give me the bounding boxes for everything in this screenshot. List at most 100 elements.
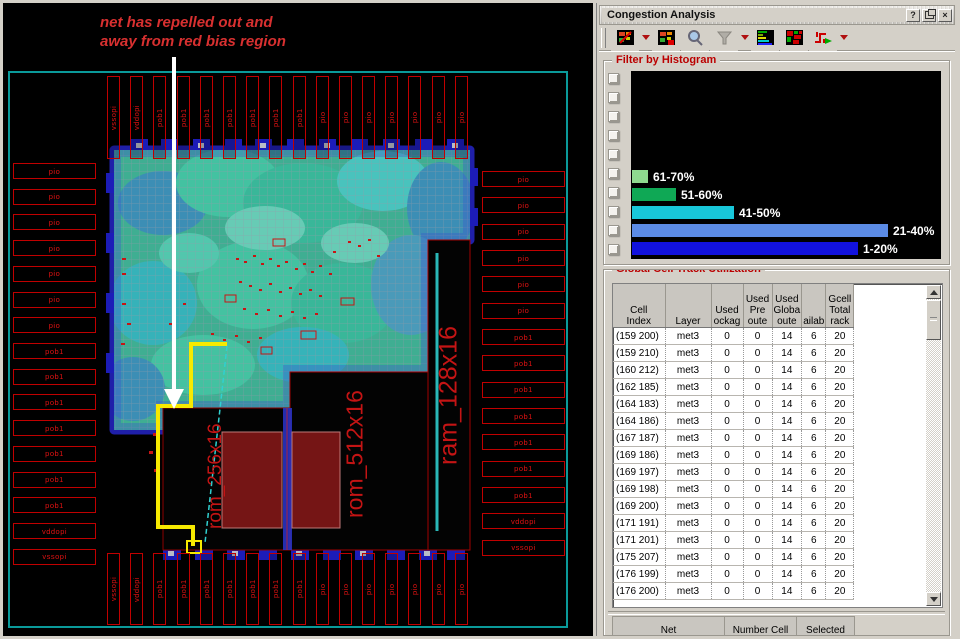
pad-cell[interactable]: pob1	[153, 76, 167, 159]
cell-index[interactable]: (171 191)	[613, 514, 666, 532]
table-row[interactable]: (176 200) met3 0 0 14 6 20	[613, 582, 855, 600]
cell-index[interactable]: (162 185)	[613, 378, 666, 396]
cell-layer[interactable]: met3	[665, 514, 712, 532]
cell-total-track[interactable]: 20	[825, 514, 855, 532]
pad-cell[interactable]: pio	[338, 76, 352, 159]
cell-available[interactable]: 6	[801, 480, 827, 498]
pad-cell[interactable]: pio	[385, 76, 399, 159]
cell-total-track[interactable]: 20	[825, 497, 855, 515]
cell-index[interactable]: (176 199)	[613, 565, 666, 583]
cell-used-globalroute[interactable]: 14	[772, 412, 803, 430]
cell-available[interactable]: 6	[801, 378, 827, 396]
cell-total-track[interactable]: 20	[825, 395, 855, 413]
pad-cell[interactable]: vddopi	[130, 76, 144, 159]
congestion-map-save-button[interactable]	[652, 24, 680, 51]
column-header[interactable]: Layer	[665, 284, 712, 328]
cell-used-blockage[interactable]: 0	[711, 344, 744, 362]
cell-available[interactable]: 6	[801, 497, 827, 515]
pad-cell[interactable]: pio	[362, 553, 376, 625]
pad-cell[interactable]: pio	[482, 276, 565, 293]
cell-used-globalroute[interactable]: 14	[772, 514, 803, 532]
pad-cell[interactable]: vddopi	[13, 523, 96, 540]
layout-canvas[interactable]: net has repelled out and away from red b…	[3, 3, 593, 636]
cell-used-blockage[interactable]: 0	[711, 327, 744, 345]
cell-used-globalroute[interactable]: 14	[772, 565, 803, 583]
pad-cell[interactable]: pob1	[13, 394, 96, 411]
column-header[interactable]: Used Pre oute	[743, 284, 773, 328]
cell-used-globalroute[interactable]: 14	[772, 497, 803, 515]
pad-cell[interactable]: pob1	[269, 553, 283, 625]
cell-total-track[interactable]: 20	[825, 582, 855, 600]
cell-total-track[interactable]: 20	[825, 548, 855, 566]
bin-checkbox[interactable]	[608, 168, 619, 179]
cell-used-preroute[interactable]: 0	[743, 582, 773, 600]
toolbar-handle[interactable]	[601, 27, 606, 48]
filter-button[interactable]	[710, 24, 738, 51]
cell-available[interactable]: 6	[801, 395, 827, 413]
cell-total-track[interactable]: 20	[825, 361, 855, 379]
cell-available[interactable]: 6	[801, 548, 827, 566]
cell-index[interactable]: (164 183)	[613, 395, 666, 413]
cell-available[interactable]: 6	[801, 514, 827, 532]
pad-cell[interactable]: pio	[315, 76, 329, 159]
histogram-bar-row[interactable]: 21-40%	[632, 224, 940, 238]
table-row[interactable]: (159 200) met3 0 0 14 6 20	[613, 327, 855, 345]
cell-used-blockage[interactable]: 0	[711, 395, 744, 413]
pad-cell[interactable]: pio	[13, 214, 96, 231]
close-button[interactable]: ×	[938, 8, 952, 22]
cell-used-blockage[interactable]: 0	[711, 463, 744, 481]
bin-checkbox[interactable]	[608, 187, 619, 198]
pad-cell[interactable]: pob1	[482, 381, 565, 398]
column-header[interactable]: ailab	[801, 284, 827, 328]
cell-used-blockage[interactable]: 0	[711, 480, 744, 498]
cell-used-blockage[interactable]: 0	[711, 531, 744, 549]
cell-layer[interactable]: met3	[665, 412, 712, 430]
column-header[interactable]: Cell Index	[613, 284, 666, 328]
cell-used-blockage[interactable]: 0	[711, 514, 744, 532]
pad-cell[interactable]: vssopi	[107, 553, 120, 625]
utilization-map-button[interactable]	[780, 24, 808, 51]
histogram-bar-row[interactable]: 51-60%	[632, 188, 940, 202]
pad-cell[interactable]: pio	[13, 240, 96, 257]
table-row[interactable]: (171 201) met3 0 0 14 6 20	[613, 531, 855, 549]
cell-used-preroute[interactable]: 0	[743, 395, 773, 413]
table-row[interactable]: (169 200) met3 0 0 14 6 20	[613, 497, 855, 515]
cell-layer[interactable]: met3	[665, 497, 712, 515]
column-header[interactable]: Used Globa oute	[772, 284, 803, 328]
pad-cell[interactable]: pio	[315, 553, 329, 625]
cell-layer[interactable]: met3	[665, 446, 712, 464]
cell-used-preroute[interactable]: 0	[743, 446, 773, 464]
macro-label-ram-128x16[interactable]: ram_128x16	[434, 326, 463, 466]
cell-index[interactable]: (176 200)	[613, 582, 666, 600]
cell-used-blockage[interactable]: 0	[711, 548, 744, 566]
cell-layer[interactable]: met3	[665, 327, 712, 345]
cell-total-track[interactable]: 20	[825, 480, 855, 498]
cell-used-globalroute[interactable]: 14	[772, 548, 803, 566]
table-row[interactable]: (169 197) met3 0 0 14 6 20	[613, 463, 855, 481]
cell-used-globalroute[interactable]: 14	[772, 429, 803, 447]
cell-available[interactable]: 6	[801, 582, 827, 600]
table-row[interactable]: (162 185) met3 0 0 14 6 20	[613, 378, 855, 396]
cell-used-preroute[interactable]: 0	[743, 514, 773, 532]
pad-cell[interactable]: pob1	[482, 408, 565, 425]
cell-used-globalroute[interactable]: 14	[772, 582, 803, 600]
cell-used-blockage[interactable]: 0	[711, 497, 744, 515]
bin-checkbox[interactable]	[608, 92, 619, 103]
pad-cell[interactable]: pio	[13, 265, 96, 282]
cell-available[interactable]: 6	[801, 565, 827, 583]
pad-cell[interactable]: pio	[431, 76, 445, 159]
macro-label-rom-256x16[interactable]: rom_256x16	[205, 423, 226, 529]
cell-used-globalroute[interactable]: 14	[772, 531, 803, 549]
vertical-scrollbar[interactable]	[926, 285, 941, 606]
cell-used-blockage[interactable]: 0	[711, 412, 744, 430]
pad-cell[interactable]: pob1	[482, 355, 565, 372]
cell-layer[interactable]: met3	[665, 565, 712, 583]
net-column-header[interactable]: Net	[612, 616, 725, 635]
cell-total-track[interactable]: 20	[825, 531, 855, 549]
table-row[interactable]: (169 186) met3 0 0 14 6 20	[613, 446, 855, 464]
pad-cell[interactable]: pio	[482, 223, 565, 240]
cell-available[interactable]: 6	[801, 327, 827, 345]
cell-available[interactable]: 6	[801, 361, 827, 379]
cell-index[interactable]: (169 198)	[613, 480, 666, 498]
cell-used-preroute[interactable]: 0	[743, 480, 773, 498]
